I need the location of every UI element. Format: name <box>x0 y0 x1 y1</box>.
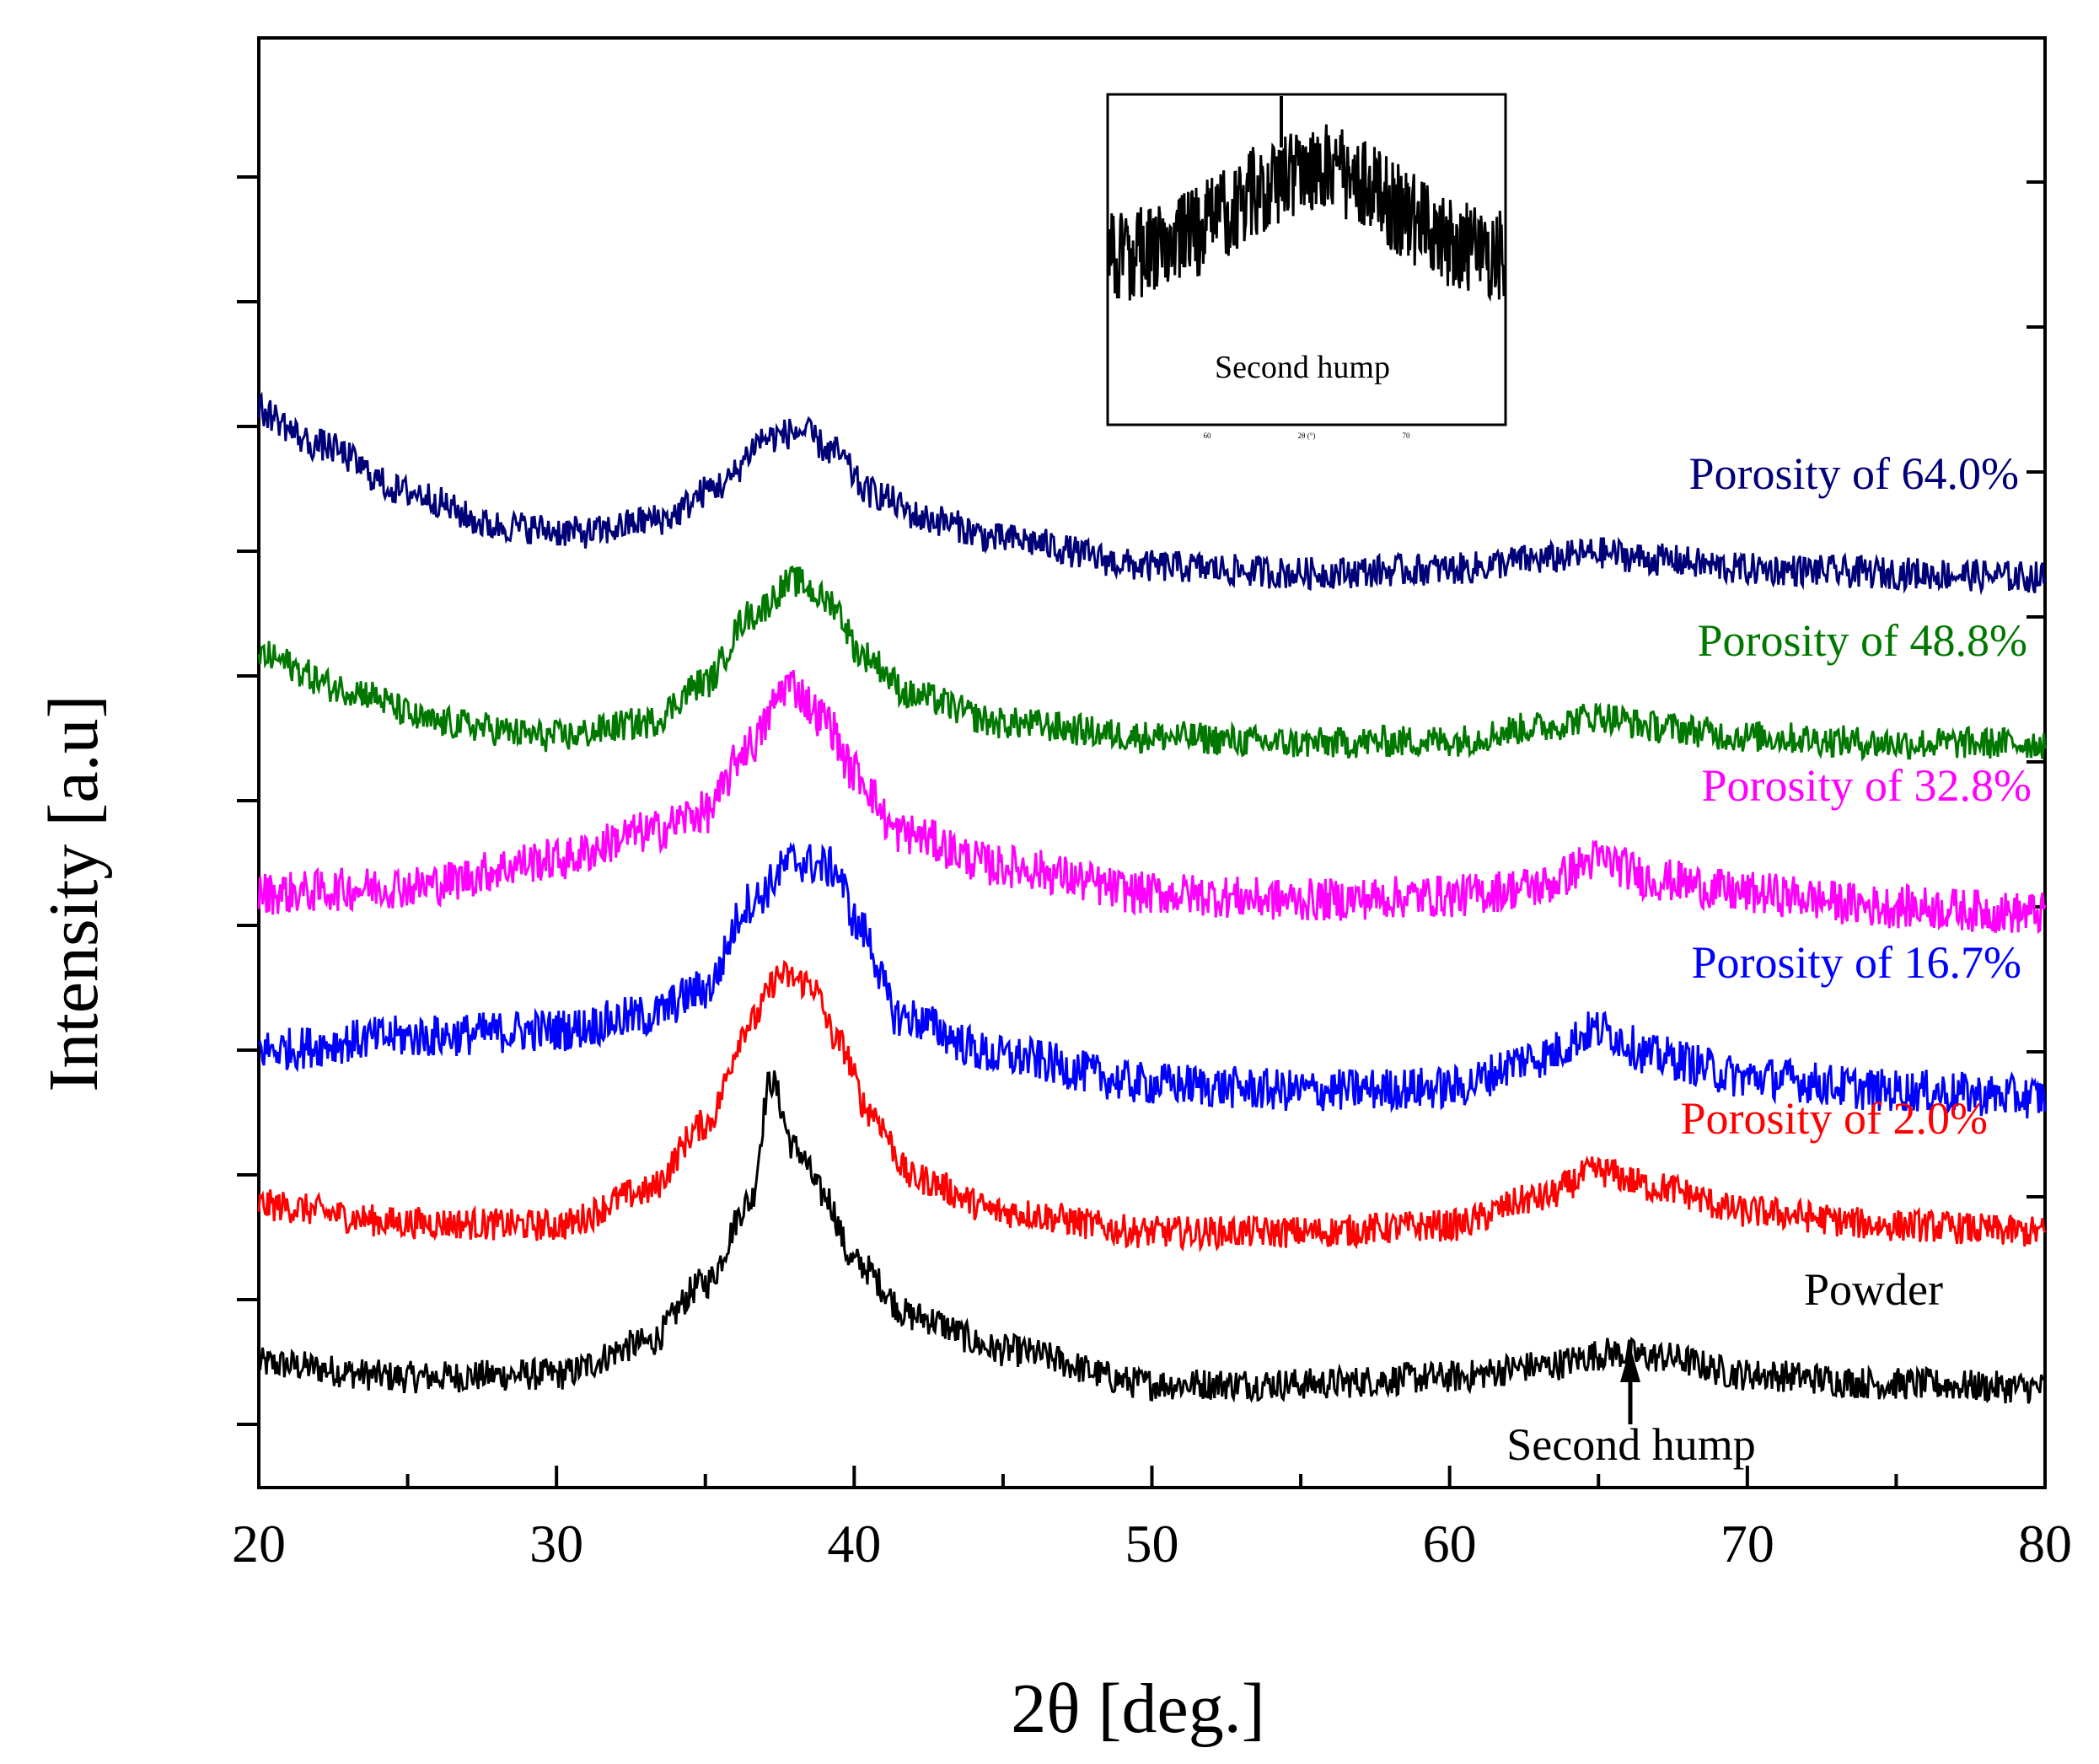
annotation-arrow-head <box>1620 1347 1640 1382</box>
inset-axis-label: 2θ (°) <box>1298 432 1316 440</box>
annotation-second-hump-label: Second hump <box>1506 1419 1755 1470</box>
series-label-48-8: Porosity of 48.8% <box>1698 615 2028 666</box>
series-label-2-0: Porosity of 2.0% <box>1681 1093 1989 1144</box>
series-label-64-0: Porosity of 64.0% <box>1689 448 2020 499</box>
series-label-32-8: Porosity of 32.8% <box>1702 760 2032 811</box>
inset-tick-60: 60 <box>1204 432 1212 440</box>
series-line-1 <box>257 959 2047 1253</box>
series-line-5 <box>257 391 2047 596</box>
x-tick-label: 70 <box>1721 1514 1774 1574</box>
inset-trace <box>1108 96 1506 303</box>
x-axis-title: 2θ [deg.] <box>1011 1670 1264 1748</box>
x-tick-label: 30 <box>529 1514 583 1574</box>
series-line-2 <box>257 841 2047 1118</box>
x-tick-label: 40 <box>827 1514 881 1574</box>
series-label-16-7: Porosity of 16.7% <box>1692 937 2022 988</box>
x-tick-label: 20 <box>232 1514 286 1574</box>
series-line-3 <box>257 670 2047 935</box>
x-axis-tick-labels: 20 30 40 50 60 70 80 <box>232 1514 2072 1574</box>
x-tick-label: 80 <box>2018 1514 2072 1574</box>
series-line-4 <box>257 565 2047 763</box>
series-label-powder: Powder <box>1804 1264 1943 1315</box>
x-tick-label: 60 <box>1423 1514 1477 1574</box>
inset-second-hump-label: Second hump <box>1215 350 1390 385</box>
series-group <box>257 391 2047 1404</box>
second-hump-annotation: Second hump <box>1506 1347 1756 1470</box>
inset-tick-70: 70 <box>1403 432 1411 440</box>
series-line-0 <box>257 1070 2046 1404</box>
inset-trace-line <box>1108 124 1506 303</box>
x-axis-ticks <box>257 1466 2047 1488</box>
y-axis-ticks <box>237 175 2045 1426</box>
inset-plot: Second hump 60 2θ (°) 70 <box>1106 93 1507 440</box>
x-tick-label: 50 <box>1125 1514 1179 1574</box>
y-axis-title: Intensity [a.u] <box>35 694 113 1091</box>
